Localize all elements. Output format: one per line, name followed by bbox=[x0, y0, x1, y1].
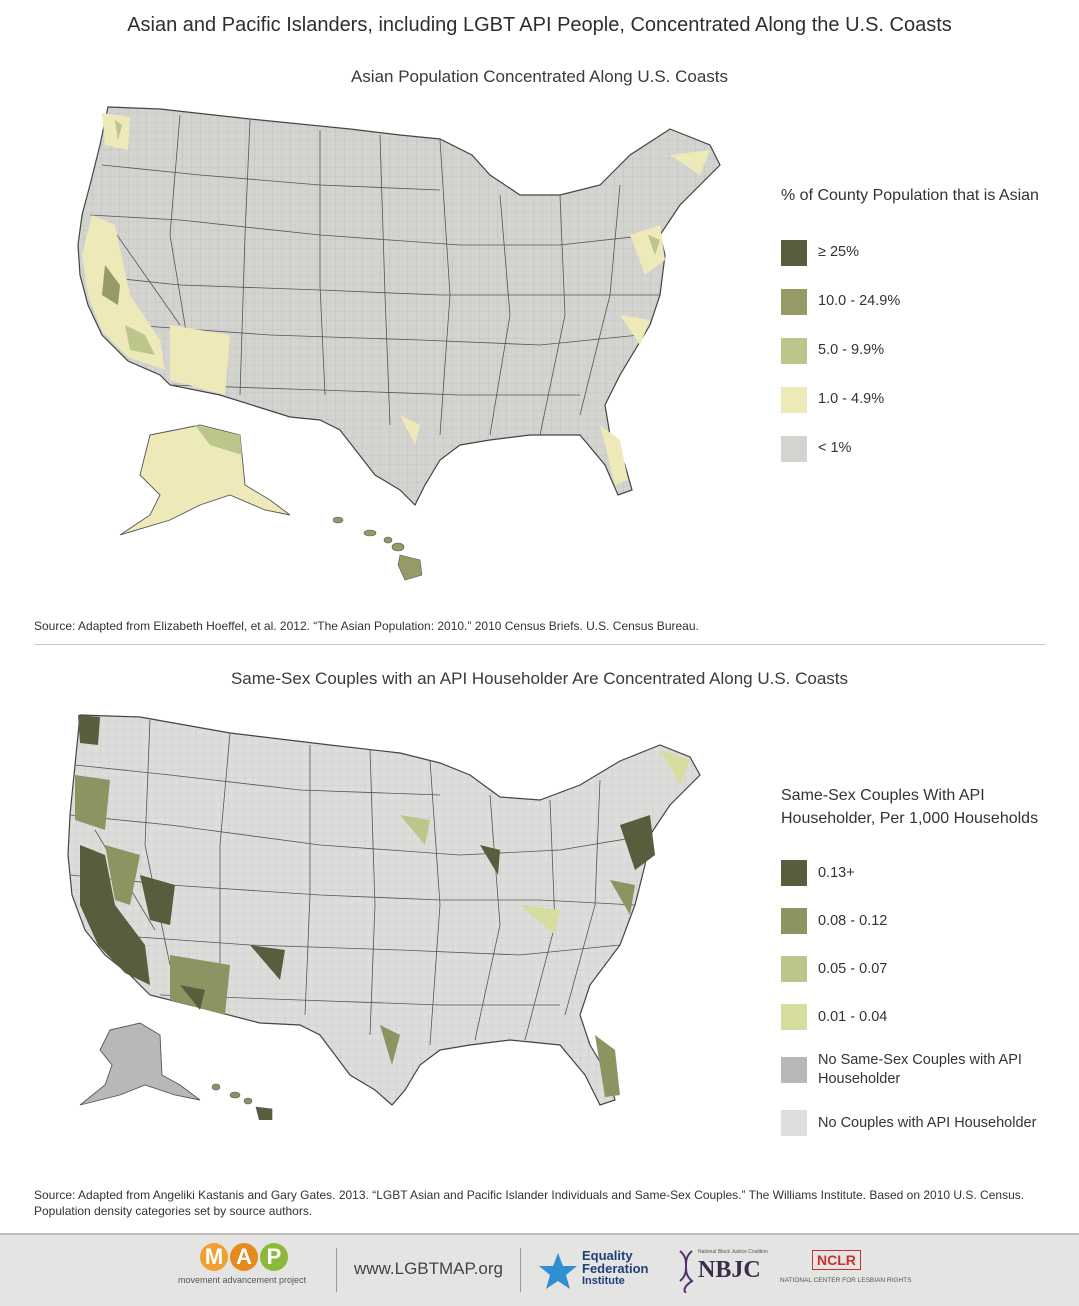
hawaii-islands bbox=[332, 516, 423, 581]
legend-label: ≥ 25% bbox=[818, 244, 860, 260]
page-title: Asian and Pacific Islanders, including L… bbox=[127, 14, 952, 36]
map2-legend-item: 0.13+ bbox=[781, 849, 1058, 897]
map2-legend-item: 0.08 - 0.12 bbox=[781, 897, 1058, 945]
legend-label: 0.05 - 0.07 bbox=[818, 960, 888, 977]
api-couples-fill bbox=[75, 715, 690, 1097]
website-link[interactable]: www.LGBTMAP.org bbox=[354, 1259, 503, 1278]
map1-legend-item: 5.0 - 9.9% bbox=[781, 326, 1058, 375]
alaska-outline bbox=[79, 1022, 201, 1106]
alaska-outline bbox=[119, 424, 291, 536]
legend-swatch bbox=[781, 288, 807, 315]
map2-legend-title: Same-Sex Couples With API Householder, P… bbox=[781, 787, 1039, 827]
map1-legend-item: 1.0 - 4.9% bbox=[781, 375, 1058, 424]
map1-legend-item: < 1% bbox=[781, 424, 1058, 473]
us-api-same-sex-couples-map bbox=[67, 714, 701, 1120]
legend-swatch bbox=[781, 435, 807, 462]
legend-swatch bbox=[781, 1110, 807, 1136]
legend-swatch bbox=[781, 908, 807, 934]
section-divider bbox=[34, 644, 1046, 645]
map1-source: Source: Adapted from Elizabeth Hoeffel, … bbox=[34, 619, 699, 633]
legend-swatch bbox=[781, 239, 807, 266]
legend-swatch bbox=[781, 860, 807, 886]
us-asian-population-map bbox=[77, 106, 721, 581]
nclr-wordmark: NCLR bbox=[812, 1250, 861, 1270]
legend-label: 1.0 - 4.9% bbox=[818, 391, 885, 407]
map1-legend-item: 10.0 - 24.9% bbox=[781, 277, 1058, 326]
legend-label: No Same-Sex Couples with API Householder bbox=[818, 1052, 1022, 1087]
nbjc-small-text: National Black Justice Coalition bbox=[698, 1249, 768, 1255]
star-icon bbox=[539, 1253, 577, 1289]
legend-label: 0.08 - 0.12 bbox=[818, 912, 888, 929]
legend-label: 0.13+ bbox=[818, 864, 855, 881]
legend-swatch bbox=[781, 1004, 807, 1030]
map1-legend-item: ≥ 25% bbox=[781, 228, 1058, 277]
map2-legend-item: 0.05 - 0.07 bbox=[781, 945, 1058, 993]
dna-helix-icon bbox=[679, 1250, 694, 1293]
legend-label: 10.0 - 24.9% bbox=[818, 293, 901, 309]
nclr-logo[interactable]: NCLR NATIONAL CENTER FOR LESBIAN RIGHTS bbox=[780, 1247, 912, 1295]
map2-source: Source: Adapted from Angeliki Kastanis a… bbox=[34, 1188, 1025, 1218]
map1-title: Asian Population Concentrated Along U.S.… bbox=[350, 67, 729, 86]
map-logo-letter: P bbox=[260, 1243, 288, 1271]
map2-legend: 0.13+ 0.08 - 0.12 0.05 - 0.07 0.01 - 0.0… bbox=[781, 849, 1058, 1147]
legend-label: 0.01 - 0.04 bbox=[818, 1008, 888, 1025]
state-borders bbox=[69, 719, 651, 1046]
nbjc-wordmark: NBJC bbox=[698, 1257, 761, 1283]
nclr-subtitle: NATIONAL CENTER FOR LESBIAN RIGHTS bbox=[780, 1277, 912, 1284]
map2-legend-item: 0.01 - 0.04 bbox=[781, 993, 1058, 1041]
legend-label: < 1% bbox=[818, 440, 852, 456]
map-logo-tagline: movement advancement project bbox=[178, 1275, 307, 1285]
footer-separator bbox=[520, 1248, 521, 1292]
hawaii-islands bbox=[211, 1083, 273, 1120]
map1-legend-title: % of County Population that is Asian bbox=[781, 187, 1039, 204]
us-mainland-outline bbox=[77, 106, 721, 507]
nbjc-logo[interactable]: National Black Justice Coalition NBJC bbox=[676, 1247, 768, 1295]
legend-swatch bbox=[781, 1057, 807, 1083]
map2-legend-item: No Same-Sex Couples with API Householder bbox=[781, 1041, 1058, 1099]
map-logo-letter: M bbox=[200, 1243, 228, 1271]
us-mainland-outline bbox=[67, 714, 701, 1106]
legend-swatch bbox=[781, 337, 807, 364]
footer-separator bbox=[336, 1248, 337, 1292]
map2-legend-item: No Couples with API Householder bbox=[781, 1099, 1058, 1147]
equality-federation-logo[interactable]: Equality Federation Institute bbox=[538, 1247, 668, 1295]
legend-label: 5.0 - 9.9% bbox=[818, 342, 885, 358]
coastal-asian-population-fill bbox=[82, 113, 710, 485]
legend-label: No Couples with API Householder bbox=[818, 1114, 1037, 1131]
efi-wordmark: Equality Federation Institute bbox=[582, 1248, 649, 1287]
map-logo-letter: A bbox=[230, 1243, 258, 1271]
map1-legend: ≥ 25% 10.0 - 24.9% 5.0 - 9.9% 1.0 - 4.9%… bbox=[781, 228, 1058, 473]
map2-title: Same-Sex Couples with an API Householder… bbox=[230, 669, 849, 688]
legend-swatch bbox=[781, 386, 807, 413]
state-borders bbox=[84, 114, 660, 436]
legend-swatch bbox=[781, 956, 807, 982]
